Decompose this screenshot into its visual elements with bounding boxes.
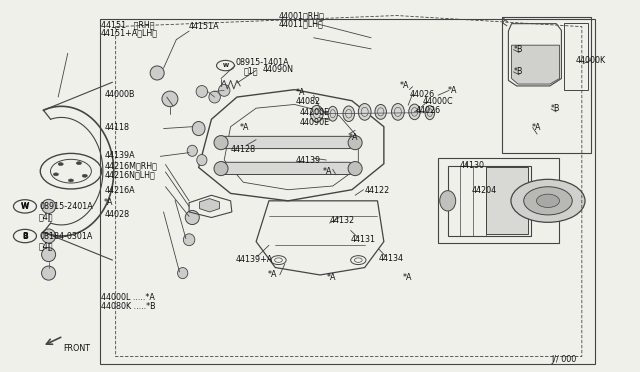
- Circle shape: [82, 174, 87, 177]
- Text: *A: *A: [296, 88, 305, 97]
- Text: B: B: [22, 233, 28, 239]
- Text: 44028: 44028: [104, 211, 129, 219]
- Circle shape: [511, 179, 585, 222]
- Text: W: W: [20, 202, 29, 211]
- Polygon shape: [511, 45, 559, 84]
- Ellipse shape: [42, 199, 56, 214]
- Text: 44026: 44026: [410, 90, 435, 99]
- Ellipse shape: [328, 106, 337, 121]
- Text: *A: *A: [403, 273, 413, 282]
- Text: *A: *A: [326, 273, 336, 282]
- Ellipse shape: [185, 211, 199, 225]
- Text: 44139+A: 44139+A: [236, 255, 273, 264]
- Text: 44134: 44134: [379, 254, 404, 263]
- Text: 44132: 44132: [330, 216, 355, 225]
- Circle shape: [524, 187, 572, 215]
- Text: 44130: 44130: [460, 161, 484, 170]
- Text: *B: *B: [551, 104, 561, 113]
- Text: 44001〈RH〉: 44001〈RH〉: [278, 12, 324, 21]
- Ellipse shape: [440, 190, 456, 211]
- Text: *A: *A: [400, 81, 410, 90]
- Text: 44216A: 44216A: [104, 186, 135, 195]
- Text: *A: *A: [268, 270, 277, 279]
- Ellipse shape: [425, 106, 435, 120]
- Ellipse shape: [42, 247, 56, 262]
- Text: J// 000: J// 000: [551, 355, 577, 364]
- Text: 〈1〉: 〈1〉: [243, 66, 258, 75]
- Ellipse shape: [214, 161, 228, 176]
- Text: 44151   〈RH〉: 44151 〈RH〉: [101, 20, 154, 29]
- Text: 44131: 44131: [351, 235, 376, 244]
- Text: 08915-2401A: 08915-2401A: [39, 202, 93, 211]
- Circle shape: [53, 173, 58, 176]
- Text: 44000B: 44000B: [104, 90, 134, 99]
- Ellipse shape: [196, 154, 207, 166]
- Ellipse shape: [218, 84, 230, 96]
- Ellipse shape: [183, 234, 195, 246]
- Circle shape: [68, 179, 74, 182]
- Polygon shape: [486, 167, 527, 234]
- Ellipse shape: [162, 91, 178, 107]
- Ellipse shape: [348, 161, 362, 176]
- Text: 〈4〉: 〈4〉: [39, 241, 54, 250]
- Circle shape: [76, 162, 81, 165]
- Text: 44026: 44026: [416, 106, 441, 115]
- Ellipse shape: [409, 104, 420, 120]
- Text: 44000C: 44000C: [422, 97, 453, 106]
- Text: 44139A: 44139A: [104, 151, 135, 160]
- Text: 44216N〈LH〉: 44216N〈LH〉: [104, 170, 155, 179]
- Text: 44011〈LH〉: 44011〈LH〉: [278, 19, 323, 28]
- Ellipse shape: [150, 66, 164, 80]
- Text: 44204: 44204: [472, 186, 497, 195]
- Text: 44122: 44122: [365, 186, 390, 195]
- Circle shape: [58, 163, 63, 166]
- Ellipse shape: [310, 105, 323, 122]
- Text: 44200E: 44200E: [300, 108, 330, 117]
- Text: *A: *A: [448, 86, 457, 95]
- Text: B: B: [22, 231, 28, 241]
- FancyBboxPatch shape: [218, 162, 351, 174]
- Text: 44139: 44139: [296, 156, 321, 165]
- Text: 〈4〉: 〈4〉: [39, 212, 54, 221]
- Text: 44090E: 44090E: [300, 118, 330, 127]
- Circle shape: [536, 194, 559, 208]
- Text: *A: *A: [104, 198, 114, 207]
- Ellipse shape: [42, 229, 56, 243]
- Text: 44118: 44118: [104, 123, 129, 132]
- Ellipse shape: [358, 103, 371, 120]
- Text: *A: *A: [323, 167, 333, 176]
- Text: 44000L .....*A: 44000L .....*A: [101, 293, 155, 302]
- Text: 44151A: 44151A: [189, 22, 220, 31]
- Ellipse shape: [348, 136, 362, 150]
- Text: *A: *A: [240, 123, 250, 132]
- Ellipse shape: [375, 105, 387, 119]
- Text: *B: *B: [513, 45, 523, 54]
- Ellipse shape: [343, 106, 355, 122]
- Ellipse shape: [196, 86, 207, 97]
- Text: 44082: 44082: [296, 97, 321, 106]
- Text: *B: *B: [513, 67, 523, 76]
- Text: 44000K: 44000K: [575, 56, 605, 65]
- Text: 08915-1401A: 08915-1401A: [236, 58, 289, 67]
- Ellipse shape: [209, 91, 220, 103]
- Text: 44090N: 44090N: [262, 65, 294, 74]
- Text: W: W: [223, 63, 228, 68]
- Text: 44128: 44128: [230, 145, 256, 154]
- Text: 44080K .....*B: 44080K .....*B: [101, 302, 156, 311]
- Ellipse shape: [214, 136, 228, 150]
- FancyBboxPatch shape: [218, 137, 351, 148]
- Text: FRONT: FRONT: [63, 344, 90, 353]
- Ellipse shape: [392, 103, 404, 120]
- Text: 08184-0301A: 08184-0301A: [39, 231, 92, 241]
- Text: *A: *A: [532, 123, 541, 132]
- Text: 44216M〈RH〉: 44216M〈RH〉: [104, 161, 157, 170]
- Text: *A: *A: [349, 132, 358, 142]
- Ellipse shape: [192, 122, 205, 136]
- Ellipse shape: [42, 266, 56, 280]
- Ellipse shape: [177, 267, 188, 279]
- Text: W: W: [21, 203, 29, 209]
- Text: 44151+A〈LH〉: 44151+A〈LH〉: [101, 29, 158, 38]
- Ellipse shape: [187, 145, 197, 156]
